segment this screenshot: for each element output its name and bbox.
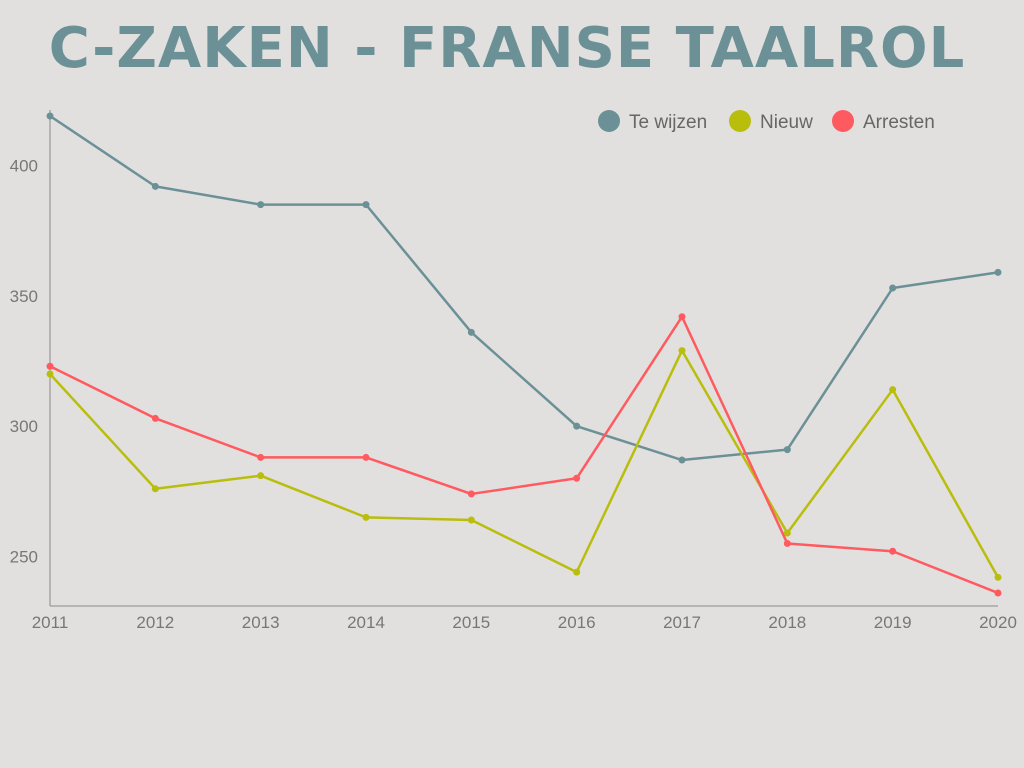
legend-label-te-wijzen: Te wijzen	[629, 112, 707, 133]
series-line-arresten	[49, 315, 999, 595]
axes: 250 300 350 400 2011 2012 2013 2014 2015 2016 2017…	[10, 110, 1017, 632]
series-points	[46, 112, 1002, 597]
x-tick-label: 2013	[242, 613, 280, 632]
x-tick-label: 2012	[136, 613, 174, 632]
series-line-nieuw	[49, 349, 1000, 578]
data-point-arresten	[362, 453, 370, 461]
legend-label-nieuw: Nieuw	[760, 112, 813, 133]
legend-swatch-arresten	[832, 110, 854, 132]
data-point-nieuw	[257, 472, 265, 480]
data-point-nieuw	[467, 516, 475, 524]
x-tick-label: 2011	[32, 613, 69, 632]
legend: Te wijzen Nieuw Arresten	[598, 110, 935, 133]
data-point-te-wijzen	[257, 201, 265, 209]
legend-swatch-te-wijzen	[598, 110, 620, 132]
y-tick-label: 250	[10, 547, 38, 566]
series-lines	[49, 114, 1000, 595]
data-point-te-wijzen	[678, 456, 686, 464]
data-point-arresten	[783, 539, 791, 547]
data-point-nieuw	[46, 370, 54, 378]
data-point-te-wijzen	[783, 446, 791, 454]
x-tick-label: 2016	[558, 613, 596, 632]
y-tick-label: 400	[10, 157, 38, 176]
data-point-nieuw	[362, 513, 370, 521]
data-point-te-wijzen	[362, 201, 370, 209]
legend-label-arresten: Arresten	[863, 112, 935, 133]
data-point-nieuw	[151, 485, 159, 493]
y-tick-label: 300	[10, 417, 38, 436]
data-point-nieuw	[678, 347, 686, 355]
data-point-te-wijzen	[151, 182, 159, 190]
x-tick-label: 2019	[874, 613, 912, 632]
data-point-arresten	[257, 453, 265, 461]
series-line-te-wijzen	[49, 114, 999, 462]
x-tick-label: 2018	[768, 613, 806, 632]
data-point-te-wijzen	[46, 112, 54, 120]
legend-swatch-nieuw	[729, 110, 751, 132]
data-point-arresten	[467, 490, 475, 498]
data-point-arresten	[994, 589, 1002, 597]
x-tick-label: 2015	[452, 613, 490, 632]
data-point-nieuw	[783, 529, 791, 537]
data-point-arresten	[889, 547, 897, 555]
x-tick-label: 2017	[663, 613, 701, 632]
data-point-arresten	[678, 313, 686, 321]
y-tick-label: 350	[10, 287, 38, 306]
data-point-te-wijzen	[889, 284, 897, 292]
data-point-nieuw	[994, 573, 1002, 581]
data-point-nieuw	[573, 568, 581, 576]
data-point-te-wijzen	[573, 422, 581, 430]
x-tick-label: 2014	[347, 613, 385, 632]
data-point-arresten	[46, 362, 54, 370]
data-point-arresten	[573, 474, 581, 482]
data-point-nieuw	[889, 386, 897, 394]
data-point-te-wijzen	[467, 328, 475, 336]
data-point-te-wijzen	[994, 268, 1002, 276]
data-point-arresten	[151, 414, 159, 422]
chart-title: C-ZAKEN - FRANSE TAALROL	[48, 16, 966, 81]
x-tick-label: 2020	[979, 613, 1017, 632]
